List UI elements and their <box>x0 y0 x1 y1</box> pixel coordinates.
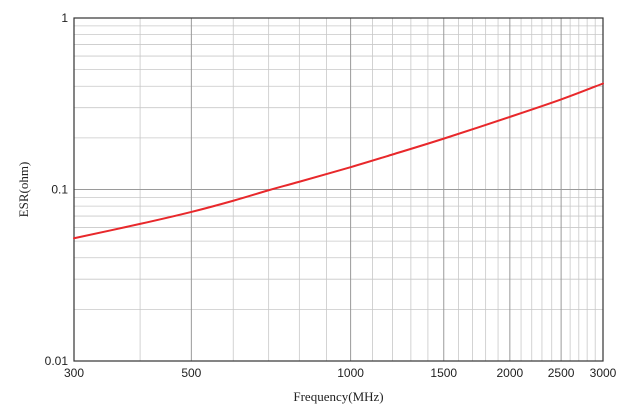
esr-series-line <box>73 82 604 240</box>
y-axis-title: ESR(ohm) <box>16 162 31 218</box>
y-tick-label: 0.1 <box>51 183 68 197</box>
plot-area-frame <box>73 17 604 362</box>
series-layer <box>73 82 604 240</box>
y-axis-tick-labels: 0.01 0.1 1 <box>45 11 69 368</box>
y-tick-label: 1 <box>61 11 68 25</box>
x-axis-tick-labels: 300 500 1000 1500 2000 2500 3000 <box>64 366 617 380</box>
x-tick-label: 1000 <box>337 366 364 380</box>
y-tick-label: 0.01 <box>45 354 69 368</box>
x-tick-label: 300 <box>64 366 84 380</box>
x-axis-title: Frequency(MHz) <box>293 389 383 404</box>
x-tick-label: 1500 <box>430 366 457 380</box>
x-tick-label: 3000 <box>590 366 617 380</box>
x-tick-label: 500 <box>181 366 201 380</box>
x-tick-label: 2500 <box>548 366 575 380</box>
major-gridlines <box>74 18 603 361</box>
x-tick-label: 2000 <box>496 366 523 380</box>
